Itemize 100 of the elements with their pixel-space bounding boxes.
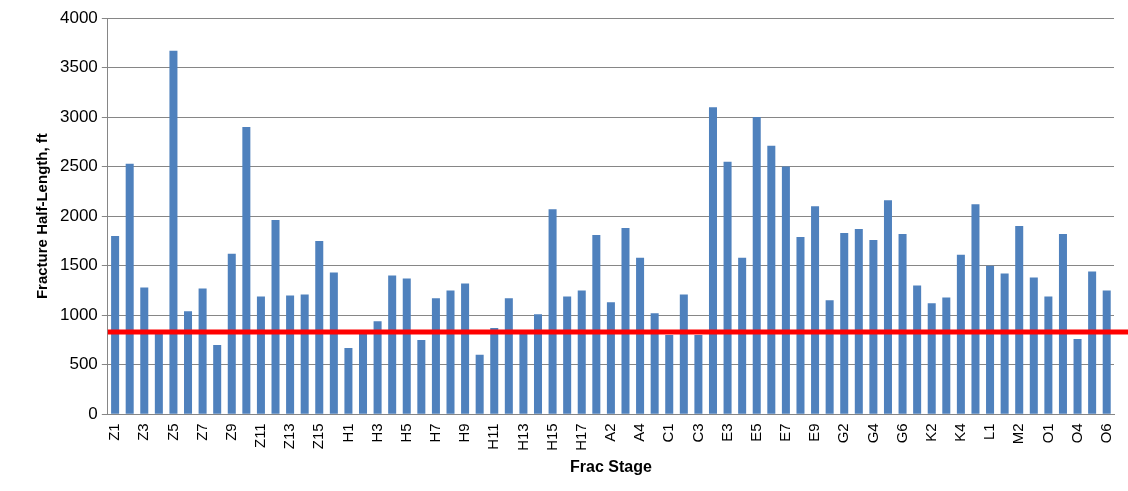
bar bbox=[913, 285, 922, 414]
y-tick-label: 2000 bbox=[59, 205, 98, 225]
bar bbox=[388, 275, 397, 414]
y-tick-label: 1500 bbox=[59, 255, 98, 275]
x-tick-label: Z11 bbox=[251, 423, 269, 449]
bar bbox=[650, 313, 659, 414]
x-tick-label: G6 bbox=[892, 423, 910, 444]
x-tick-label: G2 bbox=[834, 423, 852, 444]
y-tick-label: 3500 bbox=[59, 57, 98, 77]
bar bbox=[300, 294, 309, 414]
bar bbox=[227, 253, 236, 414]
bar bbox=[504, 298, 513, 414]
x-tick-label: H3 bbox=[367, 423, 385, 443]
bar bbox=[111, 235, 120, 414]
bar bbox=[723, 161, 732, 414]
bar bbox=[665, 335, 674, 414]
x-tick-label: O6 bbox=[1096, 423, 1114, 444]
bar bbox=[402, 278, 411, 414]
x-tick-label: H1 bbox=[338, 423, 356, 443]
bar bbox=[315, 240, 324, 414]
x-tick-label: K2 bbox=[921, 423, 939, 442]
x-tick-label: Z5 bbox=[163, 423, 181, 441]
bar bbox=[242, 126, 251, 414]
x-tick-label: O4 bbox=[1067, 423, 1085, 444]
x-tick-label: E7 bbox=[776, 423, 794, 442]
x-tick-label: L1 bbox=[980, 423, 998, 440]
bar bbox=[563, 296, 572, 414]
bar bbox=[431, 298, 440, 414]
bar bbox=[1015, 226, 1024, 414]
x-tick-label: A4 bbox=[630, 423, 648, 442]
bar bbox=[883, 200, 892, 414]
bar bbox=[825, 300, 834, 414]
x-tick-label: Z1 bbox=[105, 423, 123, 441]
bar bbox=[548, 209, 557, 414]
bar bbox=[679, 294, 688, 414]
y-tick-label: 1000 bbox=[59, 304, 98, 324]
bar bbox=[956, 254, 965, 414]
bar bbox=[1029, 277, 1038, 414]
x-tick-label: A2 bbox=[601, 423, 619, 442]
bar bbox=[490, 328, 499, 414]
x-tick-label: E5 bbox=[746, 423, 764, 442]
bar bbox=[359, 333, 368, 414]
x-tick-label: Z13 bbox=[280, 423, 298, 450]
y-tick-label: 3000 bbox=[59, 106, 98, 126]
bar bbox=[1000, 273, 1009, 414]
bar bbox=[373, 321, 382, 414]
bar bbox=[621, 228, 630, 414]
x-tick-label: H7 bbox=[426, 423, 444, 443]
bar bbox=[256, 296, 265, 414]
x-tick-label: O1 bbox=[1038, 423, 1056, 444]
x-tick-label: H11 bbox=[484, 423, 502, 450]
x-tick-label: Z7 bbox=[192, 423, 210, 441]
bar bbox=[796, 236, 805, 414]
bar bbox=[475, 354, 484, 414]
x-tick-label: C3 bbox=[688, 423, 706, 443]
bar bbox=[854, 229, 863, 414]
bar bbox=[125, 163, 134, 414]
bar bbox=[898, 233, 907, 414]
bar bbox=[927, 303, 936, 414]
x-tick-label: G4 bbox=[863, 423, 881, 444]
y-tick-label: 2500 bbox=[59, 156, 98, 176]
bar bbox=[1073, 338, 1082, 414]
x-tick-label: E9 bbox=[805, 423, 823, 442]
x-tick-label: C1 bbox=[659, 423, 677, 443]
bar bbox=[708, 107, 717, 414]
bar bbox=[417, 339, 426, 414]
bar bbox=[986, 265, 995, 414]
bar bbox=[1102, 290, 1111, 414]
y-axis-title: Fracture Half-Length, ft bbox=[33, 133, 51, 300]
bar bbox=[636, 257, 645, 414]
x-axis-title: Frac Stage bbox=[570, 457, 652, 475]
y-tick-label: 0 bbox=[88, 403, 98, 423]
bar bbox=[533, 314, 543, 414]
x-tick-label: E3 bbox=[717, 423, 735, 442]
bar bbox=[942, 297, 951, 414]
bar bbox=[329, 272, 338, 414]
bar bbox=[519, 333, 528, 414]
bar bbox=[213, 344, 222, 414]
bar bbox=[592, 234, 601, 414]
x-tick-label: H15 bbox=[542, 423, 560, 451]
x-tick-label: H17 bbox=[571, 423, 589, 451]
bar bbox=[752, 117, 761, 414]
bar bbox=[344, 347, 353, 414]
bar bbox=[577, 290, 586, 414]
bar bbox=[811, 206, 820, 414]
bar bbox=[781, 166, 790, 414]
bar bbox=[971, 204, 980, 414]
bar bbox=[1058, 233, 1067, 414]
y-tick-label: 500 bbox=[69, 354, 98, 374]
x-tick-label: H5 bbox=[396, 423, 414, 443]
x-tick-label: H13 bbox=[513, 423, 531, 451]
y-tick-label: 4000 bbox=[59, 7, 98, 27]
bar bbox=[694, 335, 703, 414]
bar bbox=[184, 311, 193, 414]
x-tick-label: H9 bbox=[455, 423, 473, 443]
bar bbox=[461, 283, 470, 414]
bar bbox=[767, 145, 776, 414]
bar bbox=[446, 290, 455, 414]
x-tick-label: Z15 bbox=[309, 423, 327, 450]
x-tick-label: M2 bbox=[1009, 423, 1027, 445]
